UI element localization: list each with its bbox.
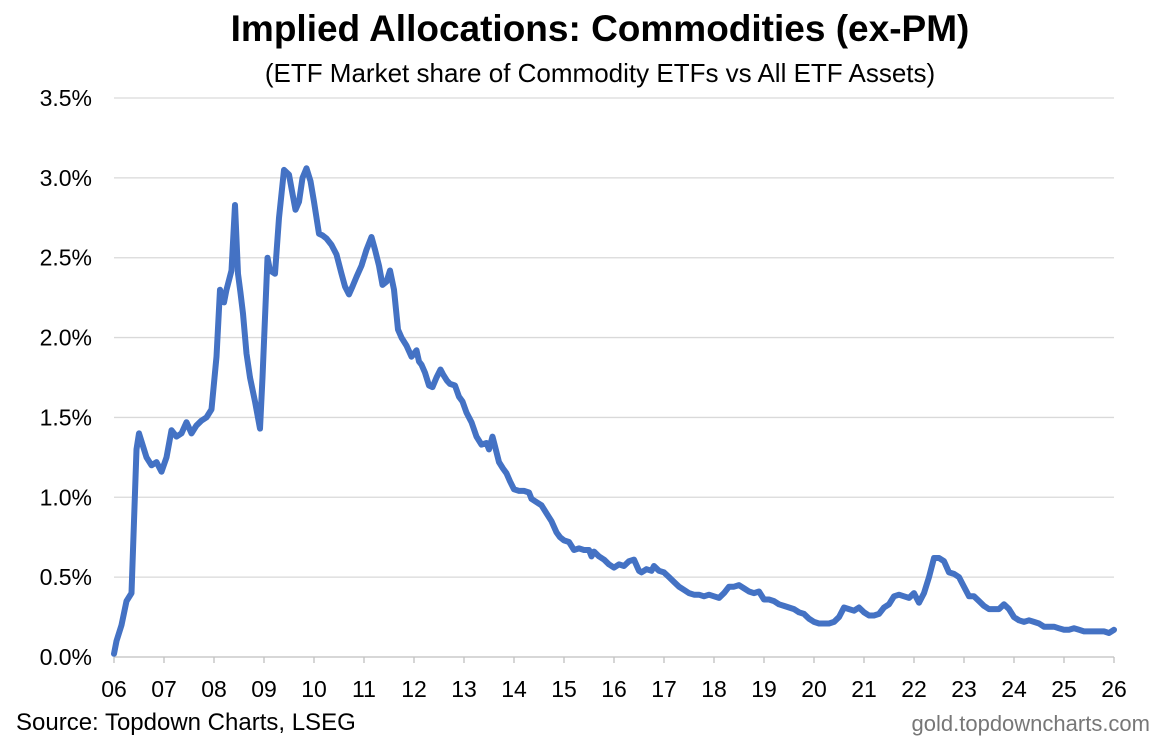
y-tick-label: 0.0% (40, 644, 92, 670)
x-tick-label: 12 (401, 676, 427, 702)
y-tick-label: 1.0% (40, 484, 92, 510)
y-tick-label: 3.0% (40, 165, 92, 191)
x-tick-label: 07 (151, 676, 177, 702)
y-tick-label: 2.0% (40, 325, 92, 351)
y-axis: 0.0% 0.5% 1.0% 1.5% 2.0% 2.5% 3.0% 3.5% (40, 85, 92, 670)
x-tick-label: 16 (601, 676, 627, 702)
x-tick-label: 10 (301, 676, 327, 702)
series-group (111, 165, 1117, 657)
x-tick-label: 18 (701, 676, 727, 702)
y-tick-label: 1.5% (40, 404, 92, 430)
x-tick-label: 21 (851, 676, 877, 702)
x-tick-label: 24 (1001, 676, 1027, 702)
site-watermark: gold.topdowncharts.com (911, 711, 1150, 736)
x-tick-label: 23 (951, 676, 977, 702)
x-tick-label: 14 (501, 676, 527, 702)
x-tick-label: 20 (801, 676, 827, 702)
x-tick-label: 17 (651, 676, 677, 702)
x-tick-label: 15 (551, 676, 577, 702)
y-tick-label: 0.5% (40, 564, 92, 590)
x-tick-label: 06 (101, 676, 127, 702)
x-tick-label: 26 (1101, 676, 1127, 702)
x-tick-label: 19 (751, 676, 777, 702)
x-axis: 06 07 08 09 10 11 12 13 14 15 16 17 18 19 20 21 22 23 24 25… (101, 656, 1127, 702)
x-tick-label: 11 (352, 676, 376, 702)
x-tick-label: 09 (251, 676, 277, 702)
chart-title: Implied Allocations: Commodities (ex-PM) (230, 8, 970, 49)
chart-subtitle: (ETF Market share of Commodity ETFs vs A… (264, 58, 936, 88)
x-tick-label: 22 (901, 676, 927, 702)
series-line (111, 165, 1117, 657)
y-tick-label: 3.5% (40, 85, 92, 111)
x-tick-label: 25 (1051, 676, 1077, 702)
source-note: Source: Topdown Charts, LSEG (16, 709, 356, 736)
x-tick-label: 08 (201, 676, 227, 702)
y-tick-label: 2.5% (40, 245, 92, 271)
x-tick-label: 13 (451, 676, 477, 702)
